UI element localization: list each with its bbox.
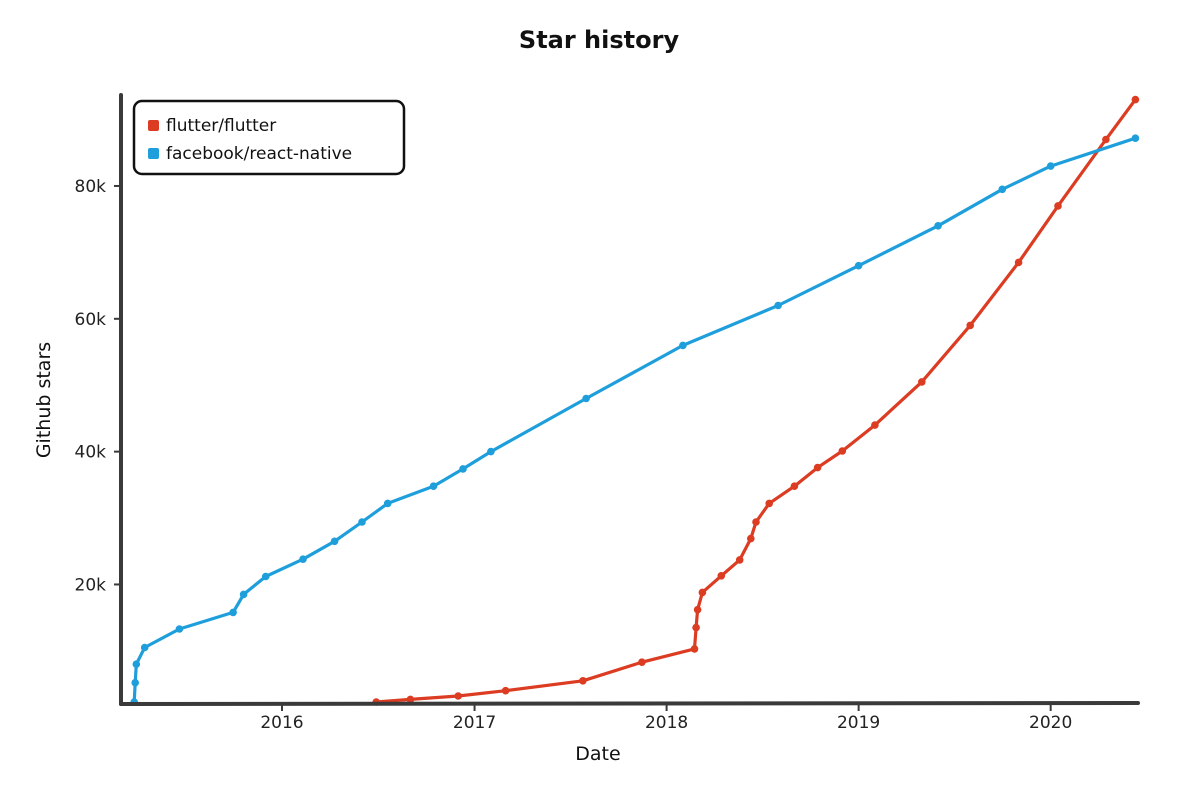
data-point-facebook-react-native <box>330 537 339 546</box>
data-point-flutter-flutter <box>454 692 463 700</box>
data-point-flutter-flutter <box>813 463 822 472</box>
data-point-flutter-flutter <box>1054 202 1062 210</box>
series-line-facebook-react-native <box>132 136 1137 704</box>
x-axis-line <box>119 701 1140 706</box>
y-tick-label: 60k <box>75 310 107 330</box>
data-point-flutter-flutter <box>871 421 879 429</box>
legend-swatch-react-native <box>148 148 159 159</box>
y-tick-label: 40k <box>75 443 107 463</box>
data-point-facebook-react-native <box>679 341 687 350</box>
x-axis-label: Date <box>575 743 620 765</box>
data-point-flutter-flutter <box>1102 135 1110 144</box>
data-point-flutter-flutter <box>747 534 755 543</box>
data-point-facebook-react-native <box>383 499 392 508</box>
y-tick-label: 20k <box>75 575 107 595</box>
data-point-flutter-flutter <box>717 572 726 580</box>
data-point-facebook-react-native <box>229 608 237 617</box>
data-point-facebook-react-native <box>140 643 149 652</box>
x-tick-label: 2017 <box>453 713 496 733</box>
data-point-facebook-react-native <box>132 660 141 668</box>
data-point-flutter-flutter <box>790 482 799 491</box>
data-point-flutter-flutter <box>698 588 707 597</box>
x-tick-label: 2018 <box>645 713 688 733</box>
data-point-facebook-react-native <box>429 482 438 491</box>
data-point-flutter-flutter <box>918 378 926 386</box>
data-point-facebook-react-native <box>358 518 366 526</box>
chart-title: Star history <box>519 26 680 54</box>
data-point-flutter-flutter <box>735 556 744 564</box>
legend-label-react-native: facebook/react-native <box>166 144 352 164</box>
legend: flutter/flutter facebook/react-native <box>132 99 406 176</box>
data-point-facebook-react-native <box>854 261 863 270</box>
data-point-facebook-react-native <box>131 678 139 687</box>
data-point-flutter-flutter <box>693 605 702 614</box>
series-facebook-react-native <box>130 134 1140 706</box>
x-tick-label: 2019 <box>837 713 880 733</box>
data-point-facebook-react-native <box>299 555 307 563</box>
x-axis-ticks: 2016 2017 2018 2019 2020 <box>260 704 1072 733</box>
data-point-flutter-flutter <box>966 321 974 330</box>
data-point-flutter-flutter <box>579 677 587 685</box>
data-point-facebook-react-native <box>459 465 467 473</box>
data-point-facebook-react-native <box>175 625 184 633</box>
y-axis-ticks: 20k 40k 60k 80k <box>75 177 121 595</box>
plot-area <box>130 95 1140 706</box>
data-point-flutter-flutter <box>765 499 773 508</box>
data-point-facebook-react-native <box>261 572 270 581</box>
series-flutter-flutter <box>372 95 1140 706</box>
data-point-flutter-flutter <box>1131 95 1140 104</box>
data-point-flutter-flutter <box>692 623 700 632</box>
data-point-facebook-react-native <box>1131 134 1140 142</box>
data-point-flutter-flutter <box>1014 258 1023 267</box>
data-point-flutter-flutter <box>690 645 699 653</box>
data-point-facebook-react-native <box>487 447 495 456</box>
data-point-facebook-react-native <box>934 222 942 230</box>
data-point-facebook-react-native <box>998 185 1007 194</box>
legend-swatch-flutter <box>148 120 159 131</box>
legend-label-flutter: flutter/flutter <box>166 116 276 136</box>
data-point-facebook-react-native <box>774 301 782 310</box>
y-axis-label: Github stars <box>33 342 55 458</box>
data-point-flutter-flutter <box>752 518 760 526</box>
data-point-facebook-react-native <box>1046 162 1055 170</box>
data-point-flutter-flutter <box>838 447 847 455</box>
data-point-facebook-react-native <box>239 590 248 599</box>
data-point-flutter-flutter <box>501 686 510 695</box>
x-tick-label: 2020 <box>1029 713 1072 733</box>
y-tick-label: 80k <box>75 177 107 197</box>
x-tick-label: 2016 <box>260 713 303 733</box>
data-point-facebook-react-native <box>582 394 590 403</box>
data-point-flutter-flutter <box>406 695 415 704</box>
series-line-flutter-flutter <box>374 98 1137 704</box>
legend-box <box>132 99 406 176</box>
data-point-flutter-flutter <box>638 658 646 666</box>
